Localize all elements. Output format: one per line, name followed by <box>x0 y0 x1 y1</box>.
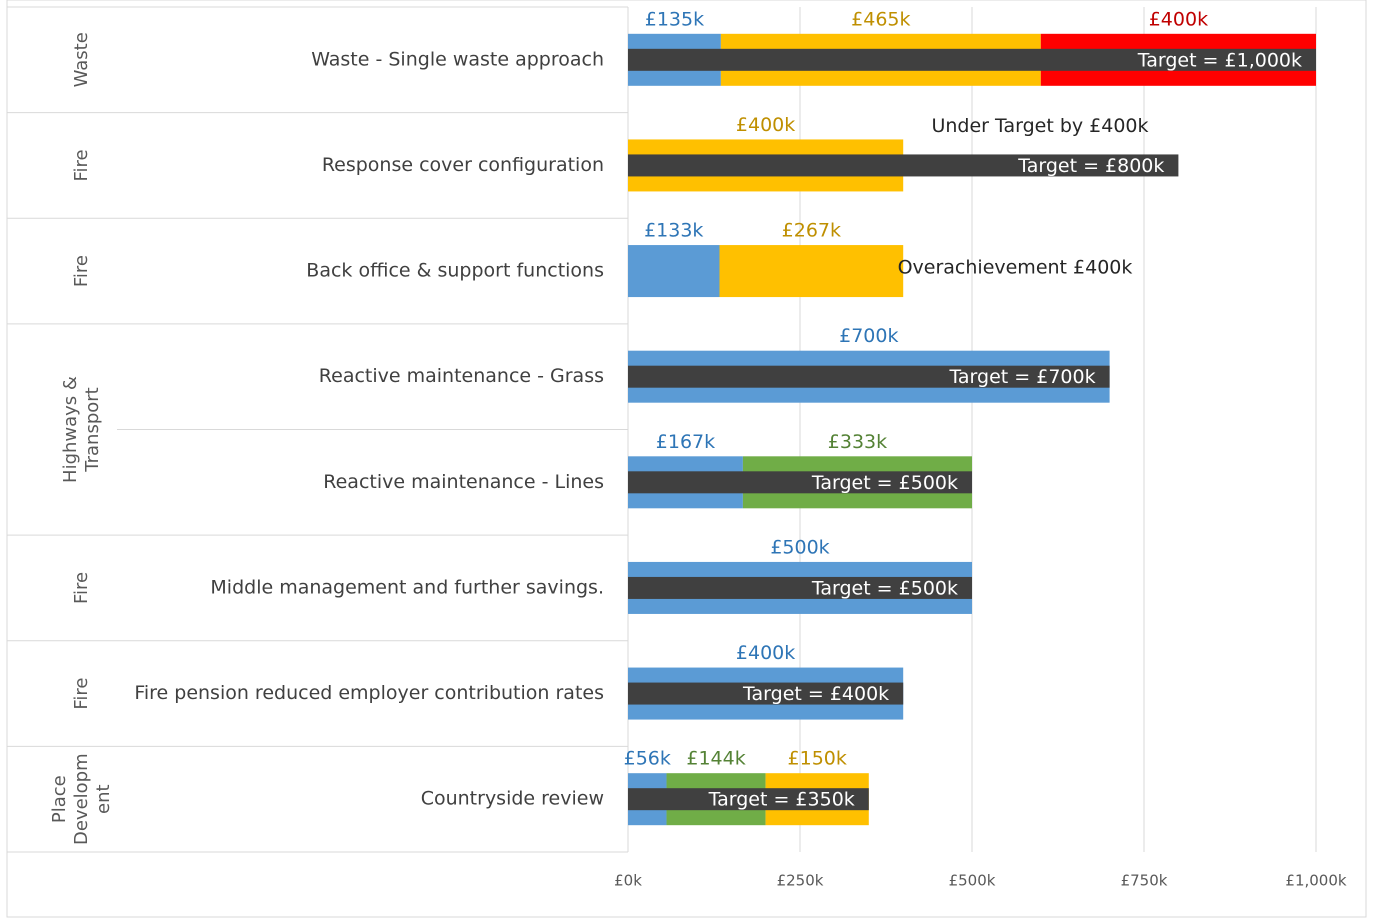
category-label: Fire pension reduced employer contributi… <box>134 682 604 704</box>
target-label: Target = £800k <box>1017 155 1164 177</box>
target-label: Target = £1,000k <box>1137 49 1302 71</box>
target-bar <box>628 48 1316 71</box>
x-tick-label: £1,000k <box>1285 872 1346 890</box>
value-label: £56k <box>624 748 671 770</box>
group-label: Transport <box>82 387 103 472</box>
group-label: Fire <box>71 678 92 710</box>
target-label: Target = £700k <box>948 366 1095 388</box>
group-label: ent <box>93 784 114 814</box>
annotation: Overachievement £400k <box>898 257 1133 279</box>
value-label: £465k <box>851 8 910 30</box>
x-tick-label: £250k <box>777 872 824 890</box>
group-label: Waste <box>71 32 92 87</box>
target-bar <box>628 682 904 705</box>
value-label: £333k <box>828 431 887 453</box>
value-label: £133k <box>644 220 703 242</box>
value-label: £144k <box>686 748 745 770</box>
value-label: £400k <box>736 114 795 136</box>
bar-segment <box>719 245 904 298</box>
x-tick-label: £500k <box>949 872 996 890</box>
category-label: Reactive maintenance - Grass <box>319 365 604 387</box>
category-label: Waste - Single waste approach <box>311 48 604 70</box>
target-bar <box>628 365 1110 388</box>
value-label: £700k <box>839 325 898 347</box>
annotation: Under Target by £400k <box>931 115 1148 137</box>
target-label: Target = £500k <box>811 472 958 494</box>
target-label: Target = £400k <box>742 683 889 705</box>
group-label: Fire <box>71 149 92 181</box>
group-label: Fire <box>71 572 92 604</box>
value-label: £150k <box>788 748 847 770</box>
category-label: Countryside review <box>421 788 604 810</box>
target-label: Target = £350k <box>708 789 855 811</box>
target-bar <box>628 154 1179 177</box>
group-label: Highways & <box>60 376 81 483</box>
value-label: £500k <box>770 536 829 558</box>
category-label: Middle management and further savings. <box>210 576 604 598</box>
x-tick-label: £750k <box>1121 872 1168 890</box>
x-tick-label: £0k <box>614 872 642 890</box>
category-label: Back office & support functions <box>306 260 604 282</box>
value-label: £135k <box>645 8 704 30</box>
group-label: Developm <box>71 753 92 845</box>
target-bar <box>628 788 869 811</box>
value-label: £400k <box>1149 8 1208 30</box>
target-label: Target = £500k <box>811 577 958 599</box>
category-label: Reactive maintenance - Lines <box>323 471 604 493</box>
target-bar <box>628 471 972 494</box>
value-label: £267k <box>782 220 841 242</box>
group-label: Place <box>49 775 70 823</box>
category-label: Response cover configuration <box>322 154 604 176</box>
target-bar <box>628 576 972 599</box>
group-label: Fire <box>71 255 92 287</box>
value-label: £400k <box>736 642 795 664</box>
value-label: £167k <box>656 431 715 453</box>
bar-segment <box>628 245 720 298</box>
